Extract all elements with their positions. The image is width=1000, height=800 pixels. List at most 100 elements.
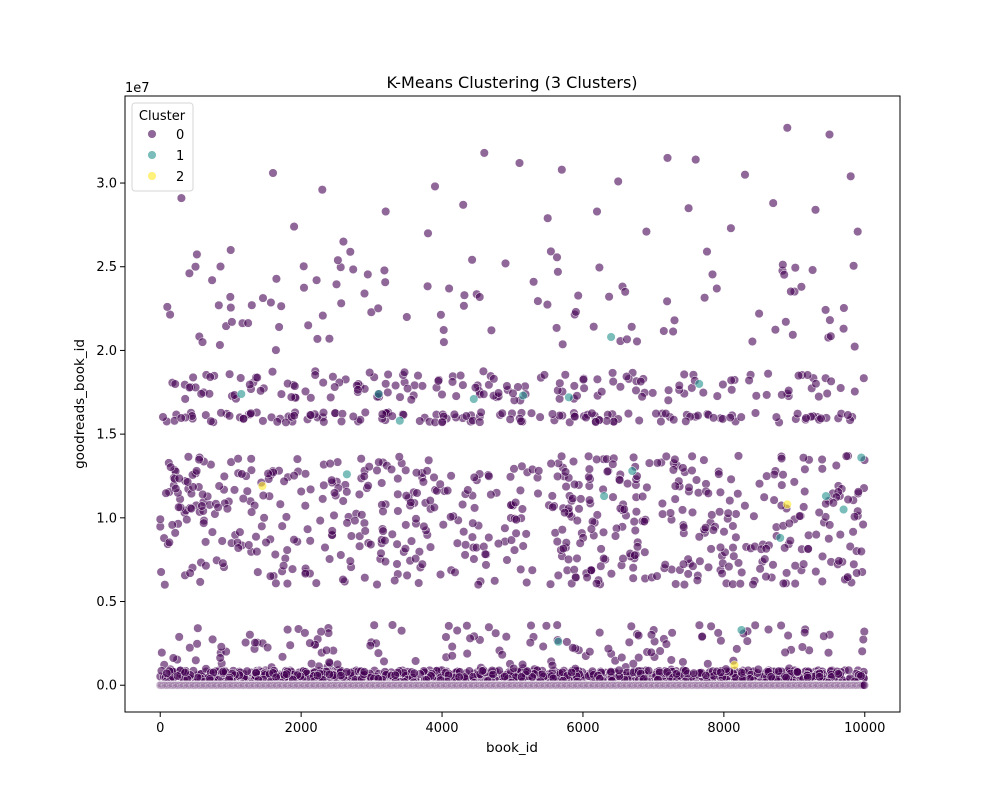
x-tick-label: 0	[156, 721, 164, 736]
cluster-0-point	[245, 380, 255, 390]
cluster-2-point	[782, 499, 792, 509]
cluster-0-point	[526, 408, 537, 418]
cluster-0-point	[824, 129, 835, 140]
cluster-0-point	[272, 417, 282, 427]
cluster-0-point	[604, 292, 614, 302]
cluster-0-point	[369, 620, 379, 630]
cluster-0-point	[597, 387, 607, 397]
cluster-0-point	[459, 290, 469, 300]
cluster-0-point	[174, 473, 184, 483]
cluster-0-point	[162, 302, 172, 312]
cluster-0-point	[380, 557, 390, 567]
cluster-0-point	[365, 640, 375, 651]
cluster-0-point	[195, 577, 205, 587]
cluster-0-point	[250, 638, 260, 648]
cluster-0-point	[196, 389, 206, 399]
cluster-0-point	[777, 453, 787, 464]
cluster-0-point	[281, 512, 291, 522]
y-tick-label: 3.0	[96, 177, 117, 192]
cluster-0-point	[828, 498, 838, 508]
cluster-0-point	[624, 637, 634, 647]
cluster-0-point	[619, 504, 629, 514]
cluster-0-point	[852, 568, 862, 578]
cluster-1-point	[564, 392, 574, 402]
cluster-0-point	[441, 632, 451, 642]
cluster-0-point	[826, 376, 836, 386]
cluster-0-point	[788, 330, 798, 340]
cluster-0-point	[655, 646, 665, 656]
cluster-0-point	[725, 412, 735, 423]
cluster-0-point	[546, 459, 556, 469]
cluster-0-point	[804, 530, 814, 540]
cluster-0-point	[468, 518, 478, 528]
y-axis-ticks: 0.0 0.5 1.0 1.5 2.0 2.5 3.0	[96, 177, 125, 694]
cluster-0-point	[229, 485, 240, 495]
cluster-0-point	[386, 464, 397, 474]
cluster-0-point	[836, 383, 846, 393]
cluster-0-point	[606, 569, 616, 579]
cluster-0-point	[803, 544, 813, 554]
cluster-0-point	[817, 464, 827, 474]
cluster-0-point	[208, 634, 218, 644]
cluster-0-point	[429, 502, 439, 512]
cluster-0-point	[303, 320, 313, 330]
cluster-0-point	[707, 510, 717, 520]
cluster-0-point	[417, 559, 427, 569]
cluster-0-point	[502, 381, 512, 391]
cluster-0-point	[521, 529, 531, 539]
cluster-0-point	[360, 407, 370, 417]
cluster-0-point	[458, 499, 468, 510]
cluster-0-point	[213, 502, 223, 512]
cluster-0-point	[160, 580, 170, 590]
legend: Cluster 0 1 2	[131, 102, 194, 192]
cluster-0-point	[246, 454, 256, 464]
legend-label-1: 1	[176, 149, 184, 164]
cluster-0-point	[542, 300, 552, 310]
legend-box	[131, 102, 194, 192]
cluster-0-point	[170, 528, 180, 538]
cluster-0-point	[197, 501, 207, 511]
cluster-0-point	[183, 452, 193, 462]
cluster-0-point	[784, 386, 794, 396]
cluster-0-point	[387, 529, 397, 539]
cluster-0-point	[728, 543, 738, 553]
cluster-0-point	[623, 409, 633, 419]
cluster-0-point	[747, 336, 757, 347]
cluster-0-point	[661, 409, 671, 419]
cluster-0-point	[769, 495, 779, 505]
cluster-0-point	[799, 502, 809, 512]
cluster-0-point	[850, 342, 860, 352]
cluster-0-point	[170, 379, 180, 389]
cluster-0-point	[467, 532, 477, 542]
cluster-0-point	[303, 524, 313, 534]
cluster-0-point	[785, 536, 795, 546]
cluster-0-point	[817, 551, 828, 561]
cluster-0-point	[176, 413, 186, 423]
cluster-0-point	[803, 672, 813, 683]
cluster-0-point	[271, 345, 281, 355]
cluster-0-point	[317, 185, 327, 195]
cluster-0-point	[156, 567, 166, 577]
cluster-0-point	[167, 520, 177, 530]
cluster-0-point	[345, 247, 355, 257]
y-tick-label: 1.0	[96, 511, 117, 526]
cluster-0-point	[591, 417, 601, 427]
cluster-0-point	[779, 270, 789, 280]
cluster-0-point	[326, 392, 336, 402]
cluster-0-point	[729, 551, 739, 561]
cluster-0-point	[363, 269, 373, 279]
cluster-0-point	[336, 550, 346, 560]
cluster-0-point	[763, 369, 773, 379]
cluster-0-point	[516, 416, 526, 426]
cluster-0-point	[714, 469, 724, 479]
cluster-0-point	[430, 181, 440, 191]
cluster-0-point	[397, 626, 407, 636]
cluster-0-point	[612, 523, 622, 533]
cluster-0-point	[366, 539, 376, 550]
cluster-1-point	[606, 332, 616, 342]
cluster-0-point	[574, 504, 584, 514]
cluster-0-point	[629, 452, 639, 462]
cluster-0-point	[411, 554, 421, 564]
cluster-0-point	[781, 672, 791, 683]
cluster-0-point	[592, 374, 602, 384]
